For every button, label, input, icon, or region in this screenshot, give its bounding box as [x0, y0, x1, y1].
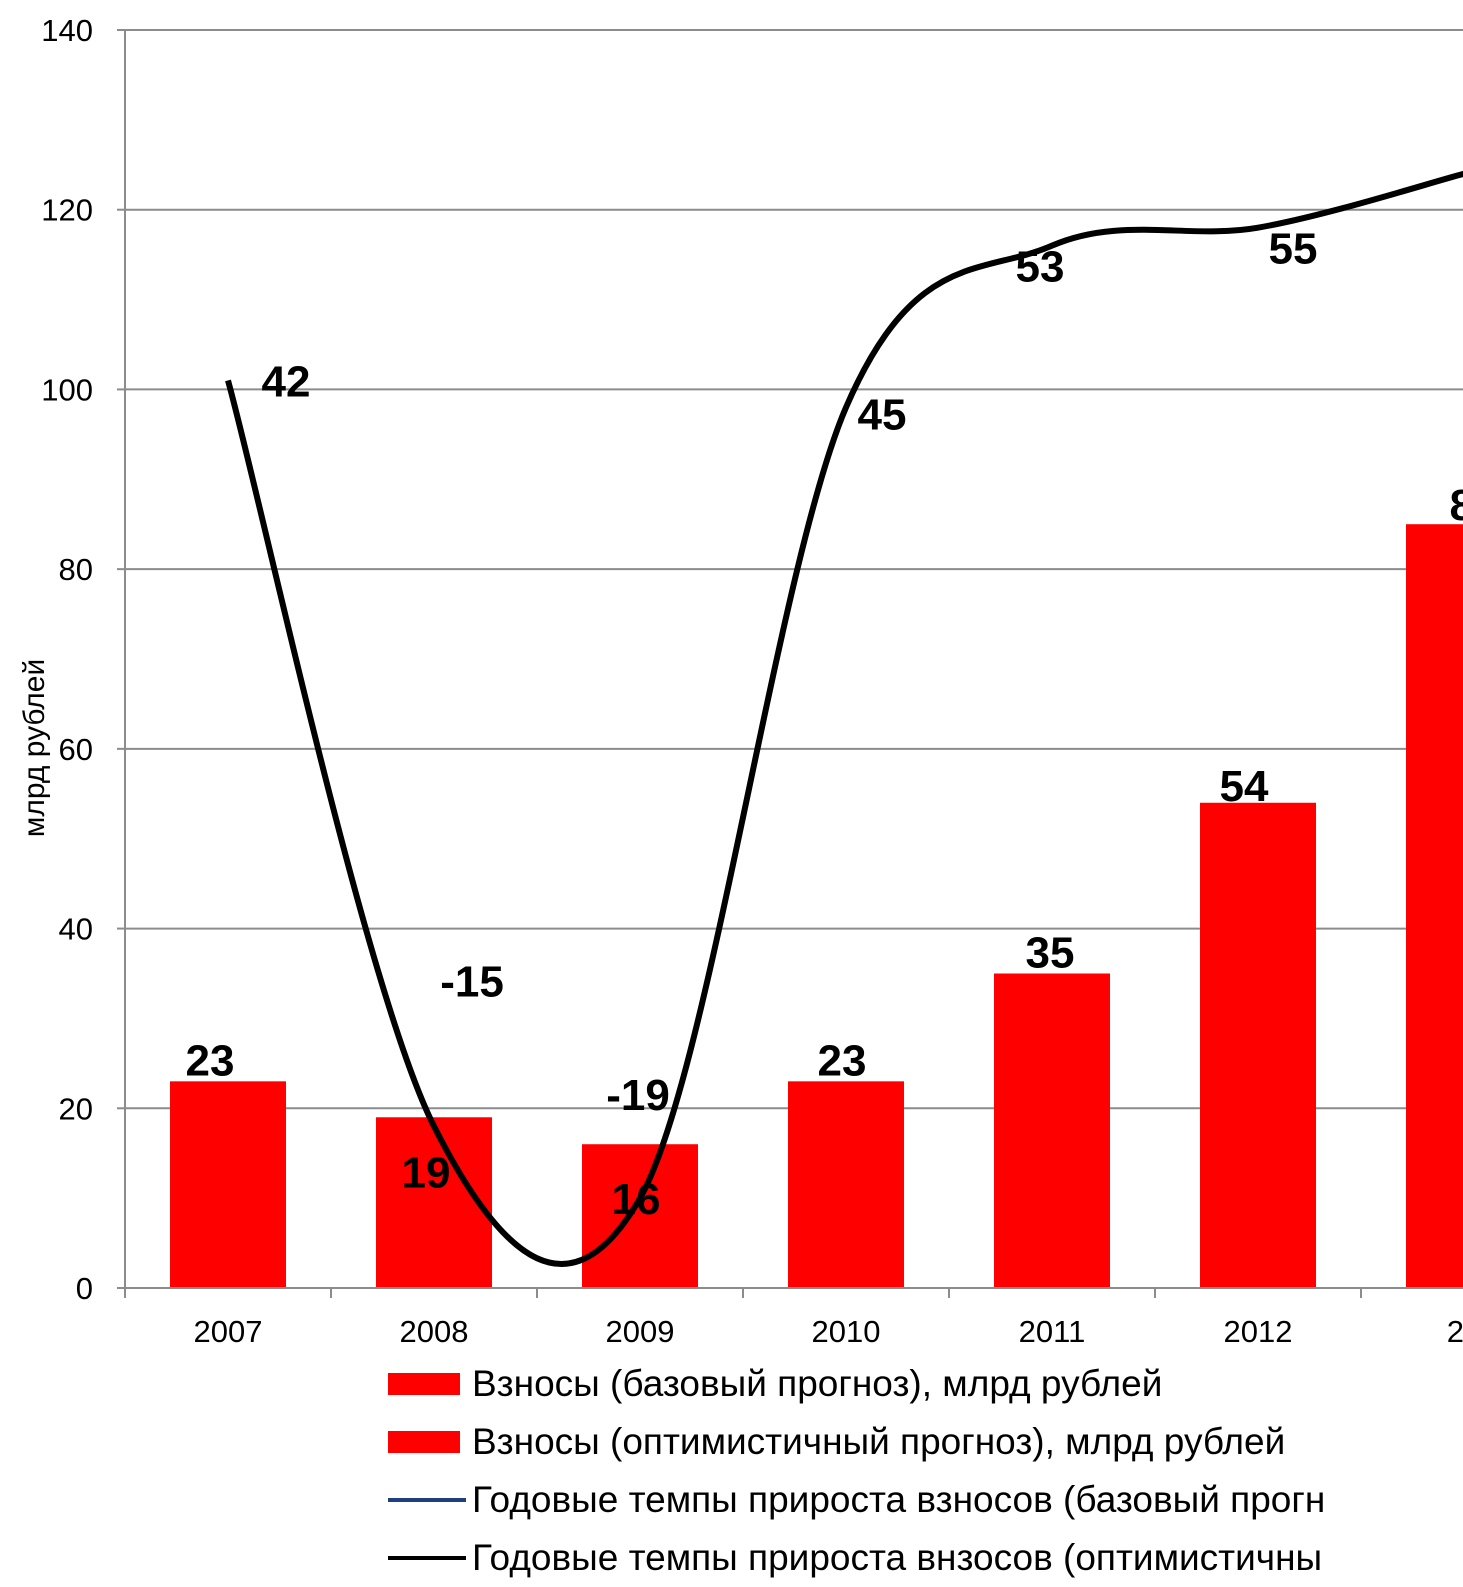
y-axis-label: млрд рублей [18, 659, 51, 837]
line-value-label: 53 [1016, 243, 1065, 292]
legend-item-optimistic-bars: Взносы (оптимистичный прогноз), млрд руб… [388, 1413, 1463, 1471]
legend-label-base-line: Годовые темпы прироста взносов (базовый … [472, 1479, 1326, 1520]
x-tick-label: 2007 [194, 1314, 263, 1349]
x-tick-label: 2008 [400, 1314, 469, 1349]
bar-value-label: 35 [1026, 929, 1075, 978]
legend-item-base-bars: Взносы (базовый прогноз), млрд рублей [388, 1355, 1463, 1413]
bar-value-label: 54 [1220, 762, 1269, 811]
y-tick-label: 20 [59, 1091, 93, 1126]
legend-item-base-line: Годовые темпы прироста взносов (базовый … [388, 1471, 1463, 1529]
bar [788, 1081, 904, 1288]
chart-legend: Взносы (базовый прогноз), млрд рублей Вз… [388, 1355, 1463, 1587]
x-tick-label: 2009 [606, 1314, 675, 1349]
bar [170, 1081, 286, 1288]
line-value-label: 55 [1269, 225, 1318, 274]
legend-item-optimistic-line: Годовые темпы прироста внзосов (оптимист… [388, 1529, 1463, 1587]
x-tick-label: 2012 [1224, 1314, 1293, 1349]
bar [1406, 524, 1463, 1288]
bar-value-label: 23 [818, 1036, 867, 1085]
y-tick-label: 140 [41, 13, 93, 48]
bar-value-label: 19 [402, 1148, 451, 1197]
line-value-label: -19 [606, 1071, 670, 1120]
y-tick-label: 40 [59, 912, 93, 947]
y-tick-label: 100 [41, 372, 93, 407]
legend-swatch-base-bars [388, 1373, 460, 1395]
legend-swatch-optimistic-line [388, 1556, 466, 1560]
bar [1200, 802, 1316, 1288]
x-tick-label: 2010 [812, 1314, 881, 1349]
line-value-label: 42 [262, 357, 311, 406]
y-tick-label: 0 [76, 1271, 93, 1306]
x-tick-label: 20 [1447, 1314, 1463, 1349]
y-tick-label: 120 [41, 193, 93, 228]
legend-label-optimistic-bars: Взносы (оптимистичный прогноз), млрд руб… [472, 1421, 1286, 1462]
bar [376, 1117, 492, 1288]
bar-value-label: 16 [612, 1175, 661, 1224]
bar [994, 973, 1110, 1288]
legend-swatch-optimistic-bars [388, 1431, 460, 1453]
legend-swatch-base-line [388, 1498, 466, 1502]
legend-label-optimistic-line: Годовые темпы прироста внзосов (оптимист… [472, 1537, 1323, 1578]
line-value-label: 45 [858, 390, 907, 439]
legend-label-base-bars: Взносы (базовый прогноз), млрд рублей [472, 1363, 1163, 1404]
x-tick-label: 2011 [1019, 1314, 1086, 1349]
y-tick-label: 60 [59, 732, 93, 767]
bar [582, 1144, 698, 1288]
bar-value-label: 23 [186, 1036, 235, 1085]
line-value-label: -15 [440, 957, 504, 1006]
growth-line-optimistic [225, 170, 1463, 1267]
bar-value-label: 85 [1450, 481, 1463, 530]
y-tick-label: 80 [59, 552, 93, 587]
